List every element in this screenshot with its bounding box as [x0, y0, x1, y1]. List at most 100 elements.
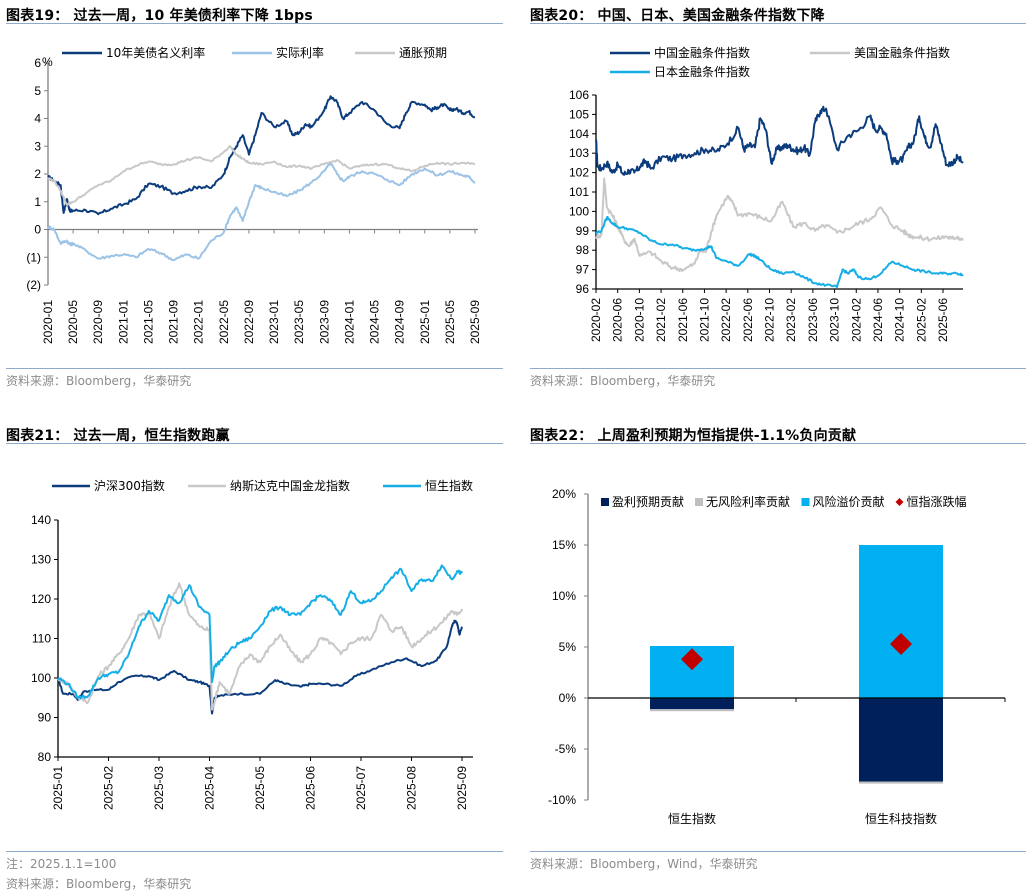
x-tick-label: 2022-02	[719, 298, 733, 342]
x-tick-label: 2023-06	[806, 298, 820, 342]
y-tick-label: 99	[576, 224, 590, 238]
x-tick-label: 2021-05	[141, 300, 155, 344]
chart19-title: 图表19： 过去一周，10 年美债利率下降 1bps	[6, 8, 313, 24]
x-tick-label: 2022-01	[192, 300, 206, 344]
y-tick-label: 100	[31, 671, 51, 685]
legend-swatch	[895, 498, 904, 506]
x-tick-label: 2025-07	[354, 766, 368, 810]
y-tick-label: -10%	[548, 793, 576, 807]
chart19-svg: 6 5 4 3 2 1 0 (1) (2)2020-01 2020-05 2020-09 2021-0…	[26, 45, 482, 344]
series-line-1	[595, 105, 964, 176]
x-tick-label: 2021-10	[697, 298, 711, 342]
bar-earnings	[859, 698, 943, 782]
series-line-3	[57, 564, 463, 700]
legend-label: 美国金融条件指数	[854, 45, 950, 60]
x-tick-label: 2020-10	[632, 298, 646, 342]
bar-earnings	[650, 698, 734, 710]
chart22-source-rule	[530, 851, 1026, 852]
y-tick-label: 5%	[559, 640, 577, 654]
x-tick-label: 2021-06	[676, 298, 690, 342]
chart21-title: 图表21： 过去一周，恒生指数跑赢	[6, 428, 230, 444]
y-tick-label: 5	[34, 84, 41, 98]
x-tick-label: 2025-06	[304, 766, 318, 810]
series-line-3	[47, 145, 476, 206]
y-tick-label: -5%	[555, 742, 577, 756]
legend-swatch	[601, 498, 609, 506]
y-tick-label: 4	[34, 112, 41, 126]
x-tick-label: 2025-02	[102, 766, 116, 810]
y-tick-label: 3	[34, 139, 41, 153]
y-tick-label: 10%	[552, 589, 576, 603]
chart22-title: 图表22： 上周盈利预期为恒指提供-1.1%负向贡献	[530, 428, 857, 444]
y-tick-label: 1	[34, 195, 41, 209]
x-category-label: 恒生科技指数	[865, 811, 937, 826]
bar-risk-free	[650, 709, 734, 712]
chart21-source: 资料来源：Bloomberg，华泰研究	[6, 877, 192, 891]
chart20-source-rule	[530, 368, 1026, 369]
bar-risk-premium	[859, 545, 943, 698]
y-tick-label: 104	[569, 127, 589, 141]
chart20-source: 资料来源：Bloomberg，华泰研究	[530, 374, 716, 388]
x-tick-label: 2021-02	[654, 298, 668, 342]
x-tick-label: 2025-01	[418, 300, 432, 344]
chart19-source: 资料来源：Bloomberg，华泰研究	[6, 374, 192, 388]
y-tick-label: 101	[569, 185, 589, 199]
x-tick-label: 2020-05	[66, 300, 80, 344]
x-tick-label: 2021-01	[116, 300, 130, 344]
y-tick-label: 98	[576, 243, 590, 257]
x-tick-label: 2023-09	[317, 300, 331, 344]
legend-swatch	[801, 498, 810, 506]
x-tick-label: 2024-06	[871, 298, 885, 342]
x-tick-label: 2024-10	[893, 298, 907, 342]
legend-label: 10年美债名义利率	[106, 45, 205, 60]
legend-label: 日本金融条件指数	[654, 64, 750, 79]
y-tick-label: 0%	[559, 691, 577, 705]
legend-swatch	[695, 498, 703, 506]
chart21-note: 注：2025.1.1=100	[6, 857, 117, 871]
x-category-label: 恒生指数	[668, 811, 716, 826]
y-tick-label: 105	[569, 107, 589, 121]
x-tick-label: 2025-03	[152, 766, 166, 810]
x-tick-label: 2025-01	[51, 766, 65, 810]
legend-label: 恒生指数	[425, 478, 473, 493]
chart22-title-rule	[530, 443, 1026, 444]
x-tick-label: 2020-06	[611, 298, 625, 342]
chart22-svg: 20% 15% 10% 5% 0% -5% -10% 恒生指数 恒生科技指数 盈利预期贡献 无风险利…	[548, 487, 1006, 826]
y-tick-label: 15%	[552, 538, 576, 552]
y-tick-label: (2)	[26, 278, 41, 292]
x-tick-label: 2024-02	[849, 298, 863, 342]
x-tick-label: 2020-09	[91, 300, 105, 344]
y-tick-label: 90	[38, 711, 52, 725]
y-tick-label: 103	[569, 146, 589, 160]
x-tick-label: 2025-06	[936, 298, 950, 342]
x-tick-label: 2025-09	[455, 766, 469, 810]
chart20-svg: 106 105 104 103 102 101 100 99 98 97 96 2020-02 2020…	[569, 45, 964, 342]
chart20-title-rule	[530, 23, 1026, 24]
chart21-title-rule	[6, 443, 503, 444]
x-tick-label: 2023-02	[784, 298, 798, 342]
x-tick-label: 2022-09	[242, 300, 256, 344]
x-tick-label: 2025-08	[405, 766, 419, 810]
y-tick-label: 110	[32, 632, 51, 646]
bar-risk-free	[859, 781, 943, 784]
x-tick-label: 2022-10	[763, 298, 777, 342]
series-line-2	[595, 177, 964, 273]
legend-label: 通胀预期	[399, 46, 447, 60]
series-line-1	[57, 619, 463, 715]
x-tick-label: 2021-09	[167, 300, 181, 344]
x-tick-label: 2025-02	[914, 298, 928, 342]
y-tick-label: 120	[31, 592, 51, 606]
x-tick-label: 2024-01	[342, 300, 356, 344]
legend-label: 中国金融条件指数	[654, 45, 750, 60]
legend-label: 沪深300指数	[94, 478, 165, 493]
y-tick-label: 6	[34, 56, 41, 70]
x-tick-label: 2023-05	[292, 300, 306, 344]
x-tick-label: 2020-01	[41, 300, 55, 344]
marker-index-change	[890, 632, 912, 655]
y-tick-label: 97	[576, 263, 590, 277]
chart21-svg: 140 130 120 110 100 90 80 2025-01 2025-02 2025-03…	[31, 478, 473, 810]
y-tick-label: 2	[34, 167, 41, 181]
y-tick-label: (1)	[26, 250, 41, 264]
y-tick-label: 130	[31, 553, 51, 567]
series-line-1	[47, 95, 476, 216]
